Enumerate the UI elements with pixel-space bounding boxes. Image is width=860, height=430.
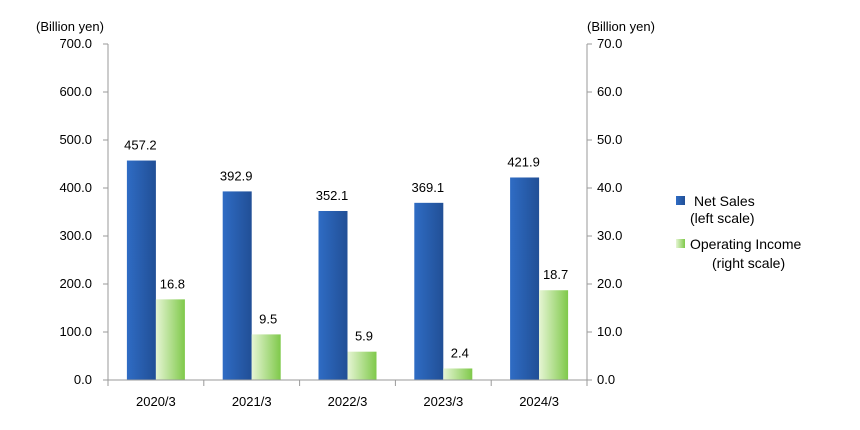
legend-label-net-sales: Net Sales: [694, 193, 755, 209]
x-category-label: 2021/3: [232, 394, 272, 409]
legend-item-net-sales: Net Sales (left scale): [676, 193, 755, 226]
legend-swatch-net-sales: [676, 196, 685, 205]
legend-item-operating-income: Operating Income (right scale): [676, 236, 801, 271]
left-tick-label: 300.0: [59, 228, 92, 243]
right-tick-label: 20.0: [597, 276, 622, 291]
left-axis-unit: (Billion yen): [36, 19, 104, 34]
bar-operating-income: [539, 290, 569, 380]
right-tick-label: 40.0: [597, 180, 622, 195]
left-axis-ticks: 0.0 100.0 200.0 300.0 400.0 500.0 600.0 700.0: [59, 36, 108, 387]
left-tick-label: 700.0: [59, 36, 92, 51]
right-tick-label: 0.0: [597, 372, 615, 387]
x-axis-ticks: 2020/3 2021/3 2022/3 2023/3 2024/3: [107, 380, 588, 409]
legend-label-operating-income: Operating Income: [690, 236, 801, 252]
legend-sublabel-net-sales: (left scale): [690, 210, 755, 226]
bar-operating-income: [251, 334, 281, 380]
legend: Net Sales (left scale) Operating Income …: [676, 193, 801, 271]
left-tick-label: 400.0: [59, 180, 92, 195]
data-label-operating-income: 5.9: [355, 329, 373, 344]
bar-net-sales: [222, 191, 252, 380]
data-label-net-sales: 392.9: [220, 168, 253, 183]
legend-swatch-operating-income: [676, 239, 685, 248]
left-tick-label: 100.0: [59, 324, 92, 339]
right-tick-label: 10.0: [597, 324, 622, 339]
data-label-operating-income: 9.5: [259, 311, 277, 326]
data-label-operating-income: 16.8: [160, 276, 185, 291]
x-category-label: 2024/3: [519, 394, 559, 409]
left-tick-label: 600.0: [59, 84, 92, 99]
left-tick-label: 0.0: [74, 372, 92, 387]
left-tick-label: 200.0: [59, 276, 92, 291]
bar-net-sales: [414, 202, 444, 380]
right-axis-ticks: 0.0 10.0 20.0 30.0 40.0 50.0 60.0 70.0: [587, 36, 622, 387]
legend-sublabel-operating-income: (right scale): [712, 255, 785, 271]
bar-operating-income: [443, 368, 473, 380]
data-label-net-sales: 421.9: [507, 154, 540, 169]
bar-operating-income: [155, 299, 185, 380]
x-category-label: 2022/3: [328, 394, 368, 409]
bar-net-sales: [510, 177, 540, 380]
data-label-net-sales: 457.2: [124, 138, 157, 153]
right-tick-label: 50.0: [597, 132, 622, 147]
right-tick-label: 60.0: [597, 84, 622, 99]
x-category-label: 2023/3: [423, 394, 463, 409]
left-tick-label: 500.0: [59, 132, 92, 147]
data-labels: 457.2 16.8 392.9 9.5 352.1 5.9 369.1 2.4 421.9 18…: [124, 138, 568, 361]
data-label-net-sales: 369.1: [412, 180, 445, 195]
data-label-net-sales: 352.1: [316, 188, 349, 203]
x-category-label: 2020/3: [136, 394, 176, 409]
bar-operating-income: [347, 351, 377, 380]
right-tick-label: 70.0: [597, 36, 622, 51]
bar-net-sales: [318, 210, 348, 380]
bar-net-sales: [126, 160, 156, 380]
bars: [126, 160, 569, 380]
right-axis-unit: (Billion yen): [587, 19, 655, 34]
right-tick-label: 30.0: [597, 228, 622, 243]
data-label-operating-income: 18.7: [543, 267, 568, 282]
data-label-operating-income: 2.4: [451, 345, 469, 360]
